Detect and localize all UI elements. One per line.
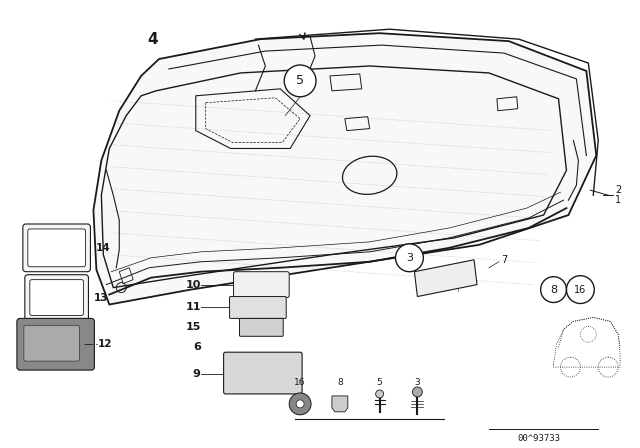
FancyBboxPatch shape bbox=[234, 271, 289, 297]
Text: 2: 2 bbox=[615, 185, 621, 195]
Polygon shape bbox=[415, 260, 477, 297]
Text: 16: 16 bbox=[574, 284, 586, 295]
Text: 15: 15 bbox=[186, 323, 201, 332]
FancyBboxPatch shape bbox=[230, 297, 286, 319]
Text: —: — bbox=[83, 339, 93, 349]
Circle shape bbox=[289, 393, 311, 415]
FancyBboxPatch shape bbox=[17, 319, 95, 370]
Text: 11: 11 bbox=[185, 302, 201, 312]
Circle shape bbox=[396, 244, 423, 271]
Circle shape bbox=[296, 400, 304, 408]
Text: 12: 12 bbox=[97, 339, 112, 349]
Circle shape bbox=[376, 390, 383, 398]
Text: 8: 8 bbox=[337, 378, 343, 387]
Text: 3: 3 bbox=[415, 378, 420, 387]
Circle shape bbox=[566, 276, 595, 303]
Text: 3: 3 bbox=[406, 253, 413, 263]
Circle shape bbox=[412, 387, 422, 397]
Text: 7: 7 bbox=[501, 255, 507, 265]
Text: 5: 5 bbox=[296, 74, 304, 87]
Text: 1: 1 bbox=[615, 195, 621, 205]
Text: 4: 4 bbox=[148, 32, 158, 47]
FancyBboxPatch shape bbox=[30, 280, 83, 315]
Polygon shape bbox=[93, 33, 596, 305]
Text: 00^93733: 00^93733 bbox=[517, 434, 560, 443]
Text: 14: 14 bbox=[95, 243, 110, 253]
Circle shape bbox=[541, 277, 566, 302]
Text: 5: 5 bbox=[377, 378, 383, 387]
Text: 8: 8 bbox=[550, 284, 557, 295]
FancyBboxPatch shape bbox=[24, 325, 79, 361]
FancyBboxPatch shape bbox=[25, 275, 88, 320]
Text: 13: 13 bbox=[93, 293, 108, 302]
FancyBboxPatch shape bbox=[239, 319, 284, 336]
Text: 6: 6 bbox=[193, 342, 201, 352]
Text: 16: 16 bbox=[294, 378, 306, 387]
Circle shape bbox=[580, 326, 596, 342]
Text: 10: 10 bbox=[186, 280, 201, 289]
Polygon shape bbox=[332, 396, 348, 412]
FancyBboxPatch shape bbox=[223, 352, 302, 394]
Text: 9: 9 bbox=[193, 369, 201, 379]
Circle shape bbox=[284, 65, 316, 97]
FancyBboxPatch shape bbox=[28, 229, 86, 267]
FancyBboxPatch shape bbox=[23, 224, 90, 271]
